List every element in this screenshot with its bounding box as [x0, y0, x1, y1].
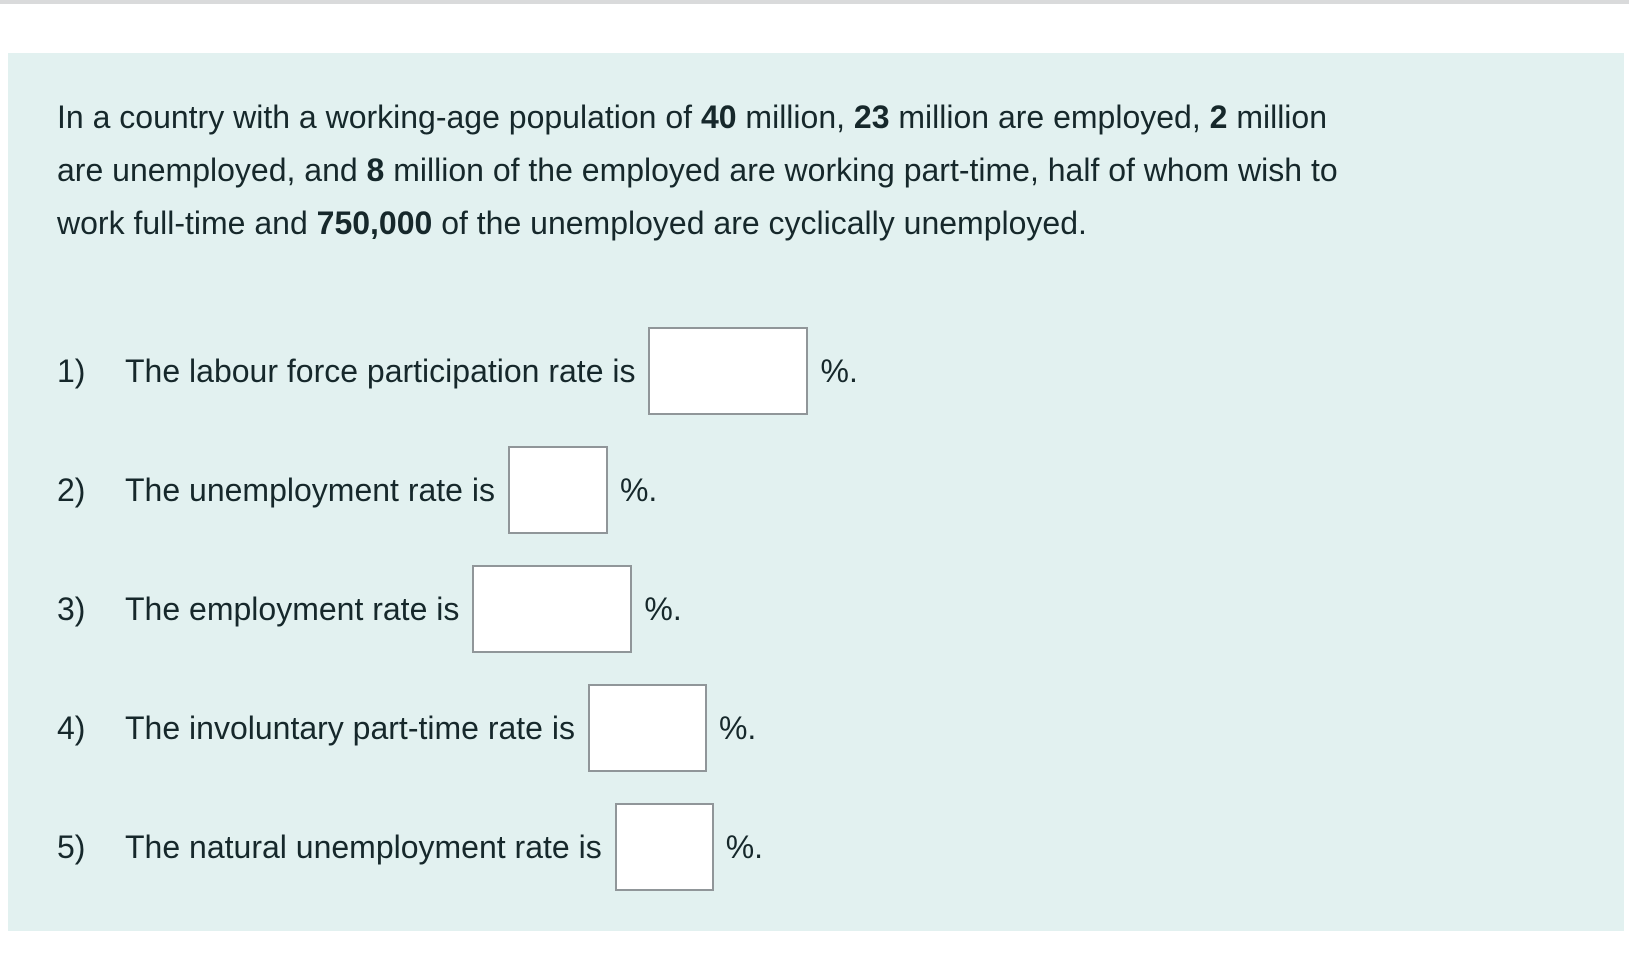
problem-value: 8 [366, 152, 385, 188]
answer-input[interactable] [472, 565, 633, 653]
percent-label: %. [718, 709, 757, 746]
question-label: The unemployment rate is [125, 471, 495, 508]
problem-line: are unemployed, and 8 million of the emp… [57, 144, 1564, 197]
question-label: The natural unemployment rate is [125, 828, 602, 865]
question-number: 5) [57, 828, 86, 865]
problem-text: of the unemployed are cyclically unemplo… [432, 205, 1087, 241]
question-row: 3) The employment rate is%. [57, 565, 1564, 653]
percent-label: %. [644, 590, 682, 627]
answer-input[interactable] [507, 446, 608, 534]
question-row: 2) The unemployment rate is%. [57, 446, 1564, 534]
percent-label: %. [725, 828, 764, 865]
question-list: 1) The labour force participation rate is… [57, 327, 1564, 891]
question-label: The labour force participation rate is [125, 352, 636, 389]
problem-statement: In a country with a working-age populati… [57, 91, 1564, 250]
question-number: 2) [57, 471, 86, 508]
problem-text: million are employed, [889, 99, 1210, 135]
question-panel: In a country with a working-age populati… [8, 53, 1624, 931]
problem-text: million of the employed are working part… [384, 152, 1338, 188]
percent-label: %. [820, 352, 858, 389]
problem-value: 2 [1209, 99, 1228, 135]
answer-input[interactable] [587, 684, 707, 772]
question-row: 5) The natural unemployment rate is%. [57, 803, 1564, 891]
problem-text: work full-time and [57, 205, 317, 241]
problem-value: 750,000 [316, 205, 433, 241]
percent-label: %. [619, 471, 658, 508]
problem-text: million, [736, 99, 854, 135]
question-number: 3) [57, 590, 86, 627]
question-number: 1) [57, 352, 86, 389]
problem-line: work full-time and 750,000 of the unempl… [57, 197, 1564, 250]
problem-text: million [1227, 99, 1327, 135]
problem-line: In a country with a working-age populati… [57, 91, 1564, 144]
problem-text: are unemployed, and [57, 152, 367, 188]
answer-input[interactable] [614, 803, 714, 891]
answer-input[interactable] [648, 327, 809, 415]
question-label: The employment rate is [125, 590, 460, 627]
problem-value: 40 [700, 99, 737, 135]
question-label: The involuntary part-time rate is [125, 709, 575, 746]
question-row: 1) The labour force participation rate is… [57, 327, 1564, 415]
problem-value: 23 [853, 99, 890, 135]
top-divider [0, 0, 1629, 4]
problem-text: In a country with a working-age populati… [57, 99, 701, 135]
question-number: 4) [57, 709, 86, 746]
question-row: 4) The involuntary part-time rate is%. [57, 684, 1564, 772]
